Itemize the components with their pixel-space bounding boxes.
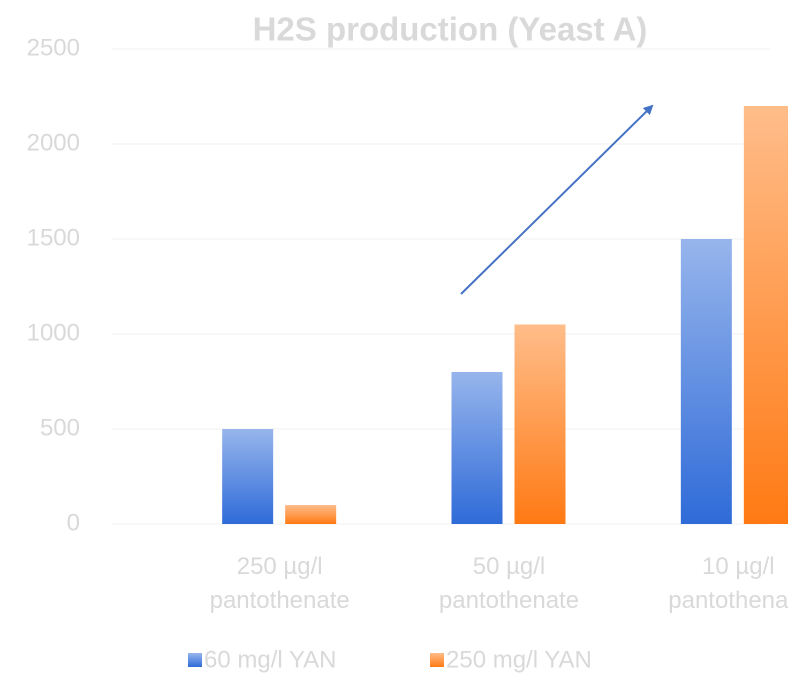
chart-title: H2S production (Yeast A) xyxy=(253,11,648,48)
trend-arrow xyxy=(460,104,654,295)
y-tick-label: 2000 xyxy=(27,129,80,156)
bar xyxy=(514,324,566,524)
y-tick-label: 2500 xyxy=(27,34,80,61)
x-tick-label: 250 µg/l pantothenate xyxy=(210,553,350,614)
y-tick-label: 500 xyxy=(40,414,80,441)
y-tick-label: 1500 xyxy=(27,224,80,251)
bar xyxy=(285,505,337,524)
legend-label: 250 mg/l YAN xyxy=(446,646,592,673)
bar xyxy=(680,239,732,524)
y-tick-label: 1000 xyxy=(27,319,80,346)
x-tick-label: 50 µg/l pantothenate xyxy=(439,553,579,614)
bar xyxy=(451,372,503,524)
legend-label: 60 mg/l YAN xyxy=(204,646,337,673)
bar xyxy=(743,106,788,524)
legend-swatch xyxy=(188,653,202,667)
y-tick-label: 0 xyxy=(67,509,80,536)
legend-swatch xyxy=(430,653,444,667)
bar xyxy=(222,429,274,524)
